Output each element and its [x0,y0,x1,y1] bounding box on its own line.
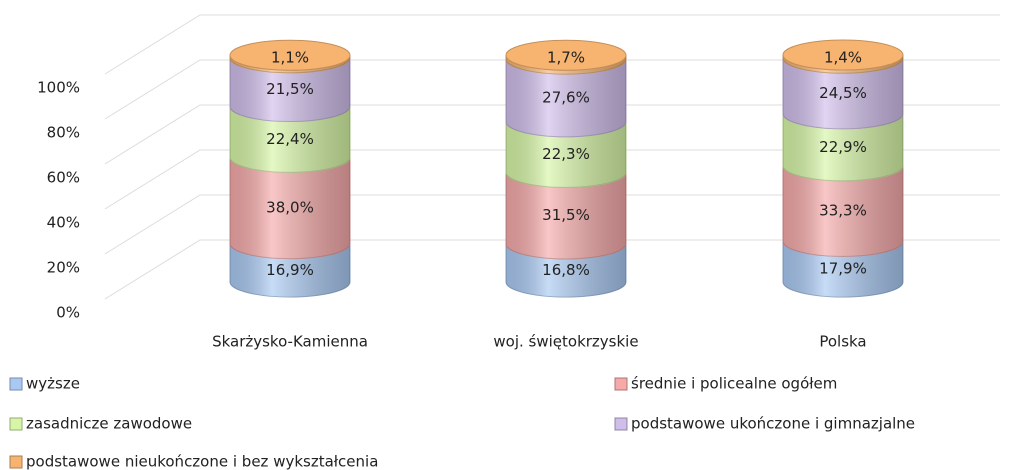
segment-shading [783,241,903,297]
data-label: 22,4% [266,130,314,148]
legend-label: średnie i policealne ogółem [631,375,837,393]
y-tick-label: 80% [47,124,80,142]
x-tick-label: Polska [819,333,866,351]
data-label: 17,9% [819,260,867,278]
data-label: 1,4% [824,49,862,67]
segment-shading [506,59,626,137]
legend-label: podstawowe ukończone i gimnazjalne [631,415,915,433]
data-label: 22,3% [542,145,590,163]
segment-shading [506,172,626,259]
grid-line [104,194,1000,255]
legend-label: zasadnicze zawodowe [26,415,192,433]
data-label: 21,5% [266,80,314,98]
segment-shading [783,55,903,74]
segment-shading [783,165,903,257]
segment-shading [783,58,903,129]
data-label: 16,8% [542,261,590,279]
data-label: 38,0% [266,199,314,217]
grid-line [104,239,1000,300]
grid-line [104,14,1000,75]
legend-swatch [614,417,628,431]
cylinder-top [505,39,627,71]
segment-shading [230,106,350,173]
data-label: 24,5% [819,84,867,102]
y-tick-label: 100% [37,79,80,97]
segment-shading [783,113,903,181]
x-tick-label: woj. świętokrzyskie [493,333,638,351]
segment-shading [506,55,626,75]
legend-label: podstawowe nieukończone i bez wykształce… [26,453,378,470]
data-label: 16,9% [266,261,314,279]
data-label: 1,1% [271,49,309,67]
data-label: 31,5% [542,206,590,224]
data-label: 33,3% [819,202,867,220]
legend-label: wyższe [26,375,80,393]
data-label: 22,9% [819,138,867,156]
y-tick-label: 60% [47,169,80,187]
cylinder-top [782,39,904,71]
legend-swatch [9,377,23,391]
legend-swatch [9,417,23,431]
legend-swatch [614,377,628,391]
segment-shading [230,57,350,122]
grid-line [104,104,1000,165]
data-label: 27,6% [542,88,590,106]
grid-line [104,59,1000,120]
segment-shading [230,157,350,259]
cylinder-top [229,39,351,71]
x-tick-label: Skarżysko-Kamienna [212,333,368,351]
grid-line [104,149,1000,210]
y-tick-label: 20% [47,259,80,277]
y-tick-label: 0% [56,304,80,322]
data-label: 1,7% [547,49,585,67]
y-tick-label: 40% [47,214,80,232]
legend-swatch [9,455,23,469]
segment-shading [506,121,626,188]
